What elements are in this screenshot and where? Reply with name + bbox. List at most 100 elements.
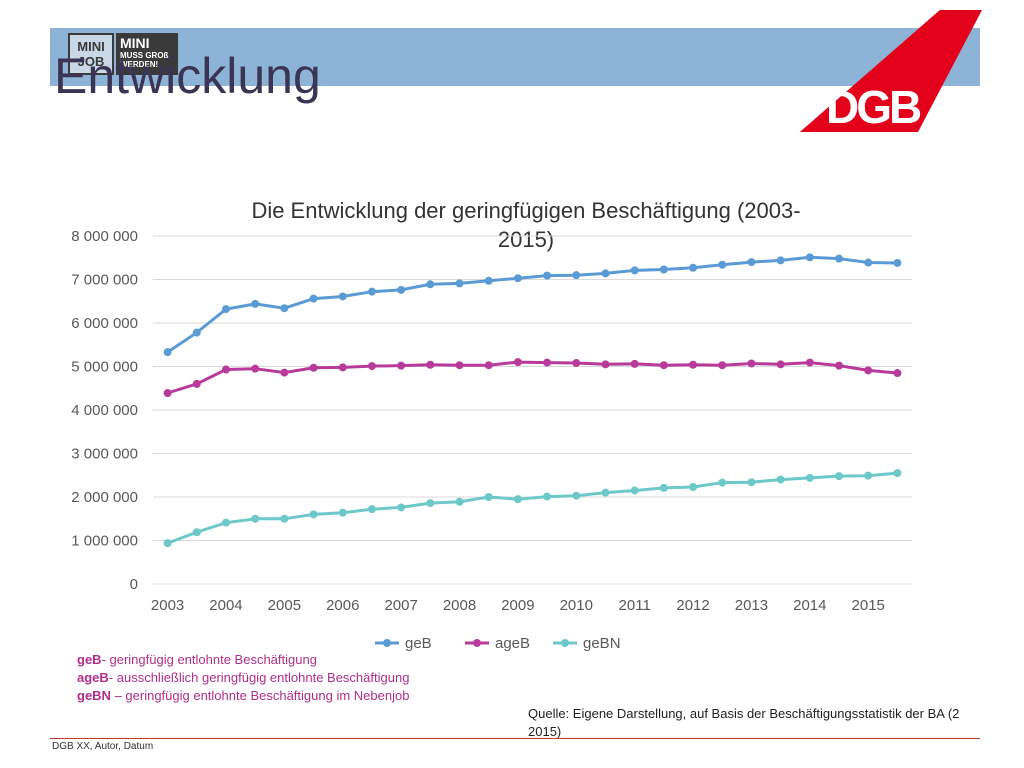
data-point	[689, 360, 698, 369]
footnote-text: – geringfügig entlohnte Beschäftigung im…	[110, 688, 410, 703]
data-point	[309, 294, 318, 303]
dgb-logo-text: DGB	[826, 81, 921, 132]
footer-divider	[50, 738, 980, 739]
footnote-gebn: geBN – geringfügig entlohnte Beschäftigu…	[77, 687, 409, 705]
data-point	[718, 478, 727, 487]
data-point	[893, 258, 902, 267]
data-point	[484, 276, 493, 285]
source-line1: Quelle: Eigene Darstellung, auf Basis de…	[528, 706, 960, 721]
data-point	[893, 469, 902, 478]
data-point	[513, 358, 522, 367]
mini-logo-line1: MINI	[120, 35, 150, 51]
series-line-ageB	[167, 360, 898, 395]
x-tick-label: 2011	[619, 597, 651, 614]
legend-marker	[561, 639, 569, 647]
x-tick-label: 2008	[443, 597, 476, 614]
data-point	[163, 539, 172, 548]
legend-marker	[383, 639, 391, 647]
data-point	[572, 271, 581, 280]
x-tick-label: 2009	[501, 597, 534, 614]
data-point	[543, 492, 552, 501]
x-tick-label: 2013	[735, 597, 768, 614]
x-tick-label: 2012	[676, 597, 709, 614]
data-point	[776, 256, 785, 265]
data-point	[572, 491, 581, 500]
footnote-geb: geB- geringfügig entlohnte Beschäftigung	[77, 651, 409, 669]
chart-title: Die Entwicklung der geringfügigen Beschä…	[251, 198, 800, 223]
data-point	[835, 361, 844, 370]
data-point	[309, 363, 318, 372]
x-tick-label: 2005	[268, 597, 301, 614]
page-title: Entwicklung	[54, 48, 321, 104]
x-tick-label: 2003	[151, 597, 184, 614]
footnote-text: - ausschließlich geringfügig entlohnte B…	[108, 670, 410, 685]
y-tick-label: 7 000 000	[71, 272, 138, 289]
data-point	[367, 505, 376, 514]
data-point	[718, 361, 727, 370]
legend-marker	[473, 639, 481, 647]
data-point	[689, 482, 698, 491]
chart-title-line2: 2015)	[498, 227, 554, 252]
data-point	[893, 369, 902, 378]
data-point	[659, 361, 668, 370]
data-point	[280, 514, 289, 523]
data-point	[221, 305, 230, 314]
data-point	[338, 363, 347, 372]
data-point	[221, 365, 230, 374]
mini-muss-gross-logo: MINI MUSS GROß WERDEN!	[116, 33, 178, 75]
data-point	[338, 508, 347, 517]
source-note: Quelle: Eigene Darstellung, auf Basis de…	[528, 705, 1024, 741]
series-line-geBN	[167, 471, 898, 545]
y-tick-label: 6 000 000	[71, 315, 138, 332]
data-point	[192, 328, 201, 337]
data-point	[864, 366, 873, 375]
data-point	[835, 254, 844, 263]
minijob-logo-text: MINI JOB	[77, 39, 105, 69]
data-point	[397, 503, 406, 512]
x-tick-label: 2015	[852, 597, 885, 614]
data-point	[572, 359, 581, 368]
data-point	[251, 364, 260, 373]
data-point	[513, 495, 522, 504]
data-point	[455, 279, 464, 288]
y-tick-label: 2 000 000	[71, 489, 138, 506]
data-point	[163, 348, 172, 357]
footnote-abbr: geBN	[77, 688, 111, 703]
data-point	[397, 285, 406, 294]
legend-label: ageB	[495, 635, 530, 652]
data-point	[864, 471, 873, 480]
data-point	[280, 304, 289, 313]
dgb-logo: DGB	[800, 10, 982, 132]
data-point	[747, 258, 756, 267]
data-point	[426, 360, 435, 369]
x-tick-label: 2006	[326, 597, 359, 614]
data-point	[251, 514, 260, 523]
x-tick-label: 2010	[560, 597, 593, 614]
footnote-abbr: ageB	[77, 670, 109, 685]
data-point	[484, 361, 493, 370]
data-point	[484, 493, 493, 501]
data-point	[747, 478, 756, 487]
data-point	[864, 258, 873, 267]
data-point	[513, 274, 522, 283]
data-point	[747, 359, 756, 368]
data-point	[192, 528, 201, 537]
data-point	[630, 359, 639, 368]
data-point	[659, 483, 668, 492]
legend-item-geB: geB	[375, 635, 432, 652]
legend-label: geB	[405, 635, 432, 652]
data-point	[805, 253, 814, 262]
data-point	[280, 368, 289, 377]
x-tick-label: 2004	[209, 597, 242, 614]
data-point	[689, 263, 698, 272]
source-line2: 2015)	[528, 724, 562, 739]
data-point	[718, 260, 727, 269]
mini-logo-line2: MUSS GROß WERDEN!	[120, 51, 169, 69]
data-point	[805, 358, 814, 367]
data-point	[192, 379, 201, 388]
data-point	[367, 287, 376, 296]
y-tick-label: 4 000 000	[71, 402, 138, 419]
x-tick-label: 2014	[793, 597, 826, 614]
data-point	[776, 475, 785, 484]
